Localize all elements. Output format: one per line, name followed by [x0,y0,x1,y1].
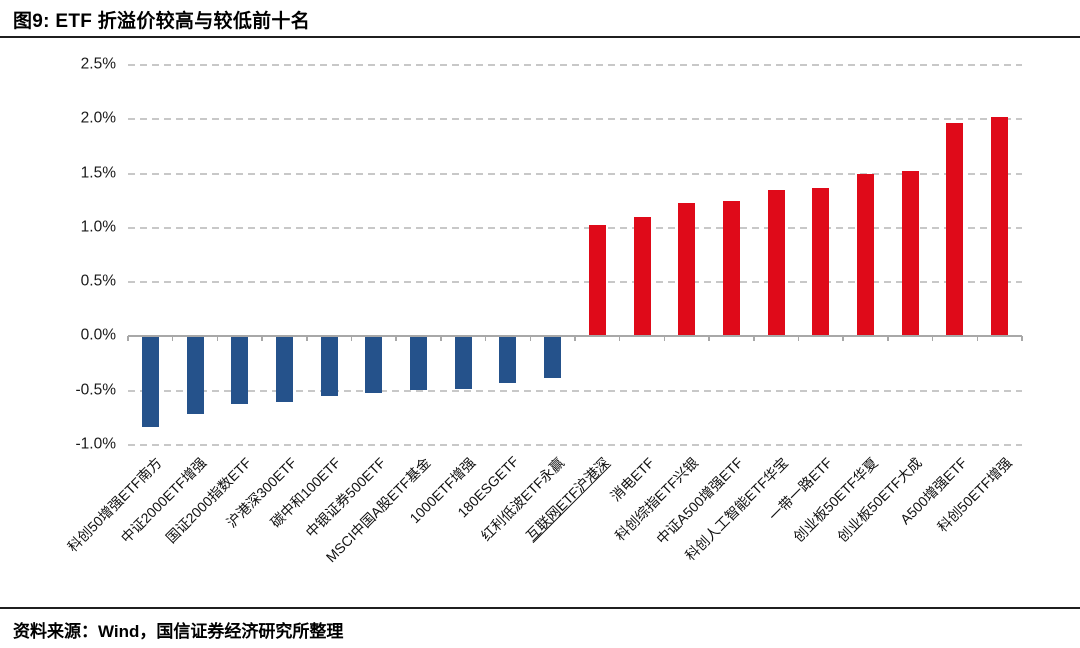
axis-tick [484,336,487,342]
bar [812,187,830,337]
bar [499,336,517,384]
axis-tick [1021,336,1023,342]
axis-tick [574,336,576,342]
y-axis-tick-label: -0.5% [75,381,117,399]
bar [365,336,383,393]
h-gridline [128,226,1022,229]
bar [633,217,651,337]
footer-divider [0,607,1080,609]
h-gridline [128,444,1022,446]
etf-premium-discount-bar-chart: 2.5% 2.0% 1.5% 1.0% 0.5% 0.0% -0.5% -1.0% 科创50增强… [65,56,1023,565]
figure-caption: 图9: ETF 折溢价较高与较低前十名 [13,11,311,32]
bar [991,117,1009,337]
axis-tick [306,336,308,342]
y-axis-tick-label: 0.0% [80,327,116,345]
bar [186,336,204,414]
axis-tick [171,336,174,342]
bar [544,336,562,378]
axis-tick [440,336,442,342]
axis-tick [976,336,979,342]
axis-tick [797,336,800,342]
axis-tick [350,336,353,342]
axis-tick [395,336,397,342]
axis-tick [887,336,889,342]
h-gridline [128,281,1022,284]
bar [946,122,964,337]
bar [767,189,785,337]
bar [901,171,919,337]
bar [275,336,293,402]
bar [320,336,338,397]
y-axis-tick-label: -1.0% [75,435,117,453]
h-gridline [128,118,1022,121]
y-axis-tick-label: 2.5% [80,55,116,73]
axis-tick [708,336,710,342]
axis-tick [216,336,219,342]
y-axis-tick-label: 0.5% [80,272,116,290]
axis-tick [261,336,263,342]
axis-tick [931,336,934,342]
axis-tick [618,336,621,342]
bar [454,336,472,389]
bar [722,200,740,337]
title-divider [0,36,1080,38]
axis-tick [842,336,844,342]
y-axis-tick-label: 1.5% [80,164,116,182]
axis-tick [663,336,666,342]
bar [678,202,696,337]
bar [588,224,606,337]
source-note: 资料来源：Wind，国信证券经济研究所整理 [13,622,344,641]
h-gridline [128,389,1022,392]
bar [410,336,428,390]
bar [857,173,875,337]
y-axis-tick-label: 1.0% [80,218,116,236]
h-gridline [128,172,1022,175]
bar [141,336,159,427]
bar [231,336,249,404]
y-axis-tick-label: 2.0% [80,109,116,127]
h-gridline [128,64,1022,66]
axis-tick [529,336,532,342]
axis-tick [127,336,129,342]
axis-tick [753,336,755,342]
